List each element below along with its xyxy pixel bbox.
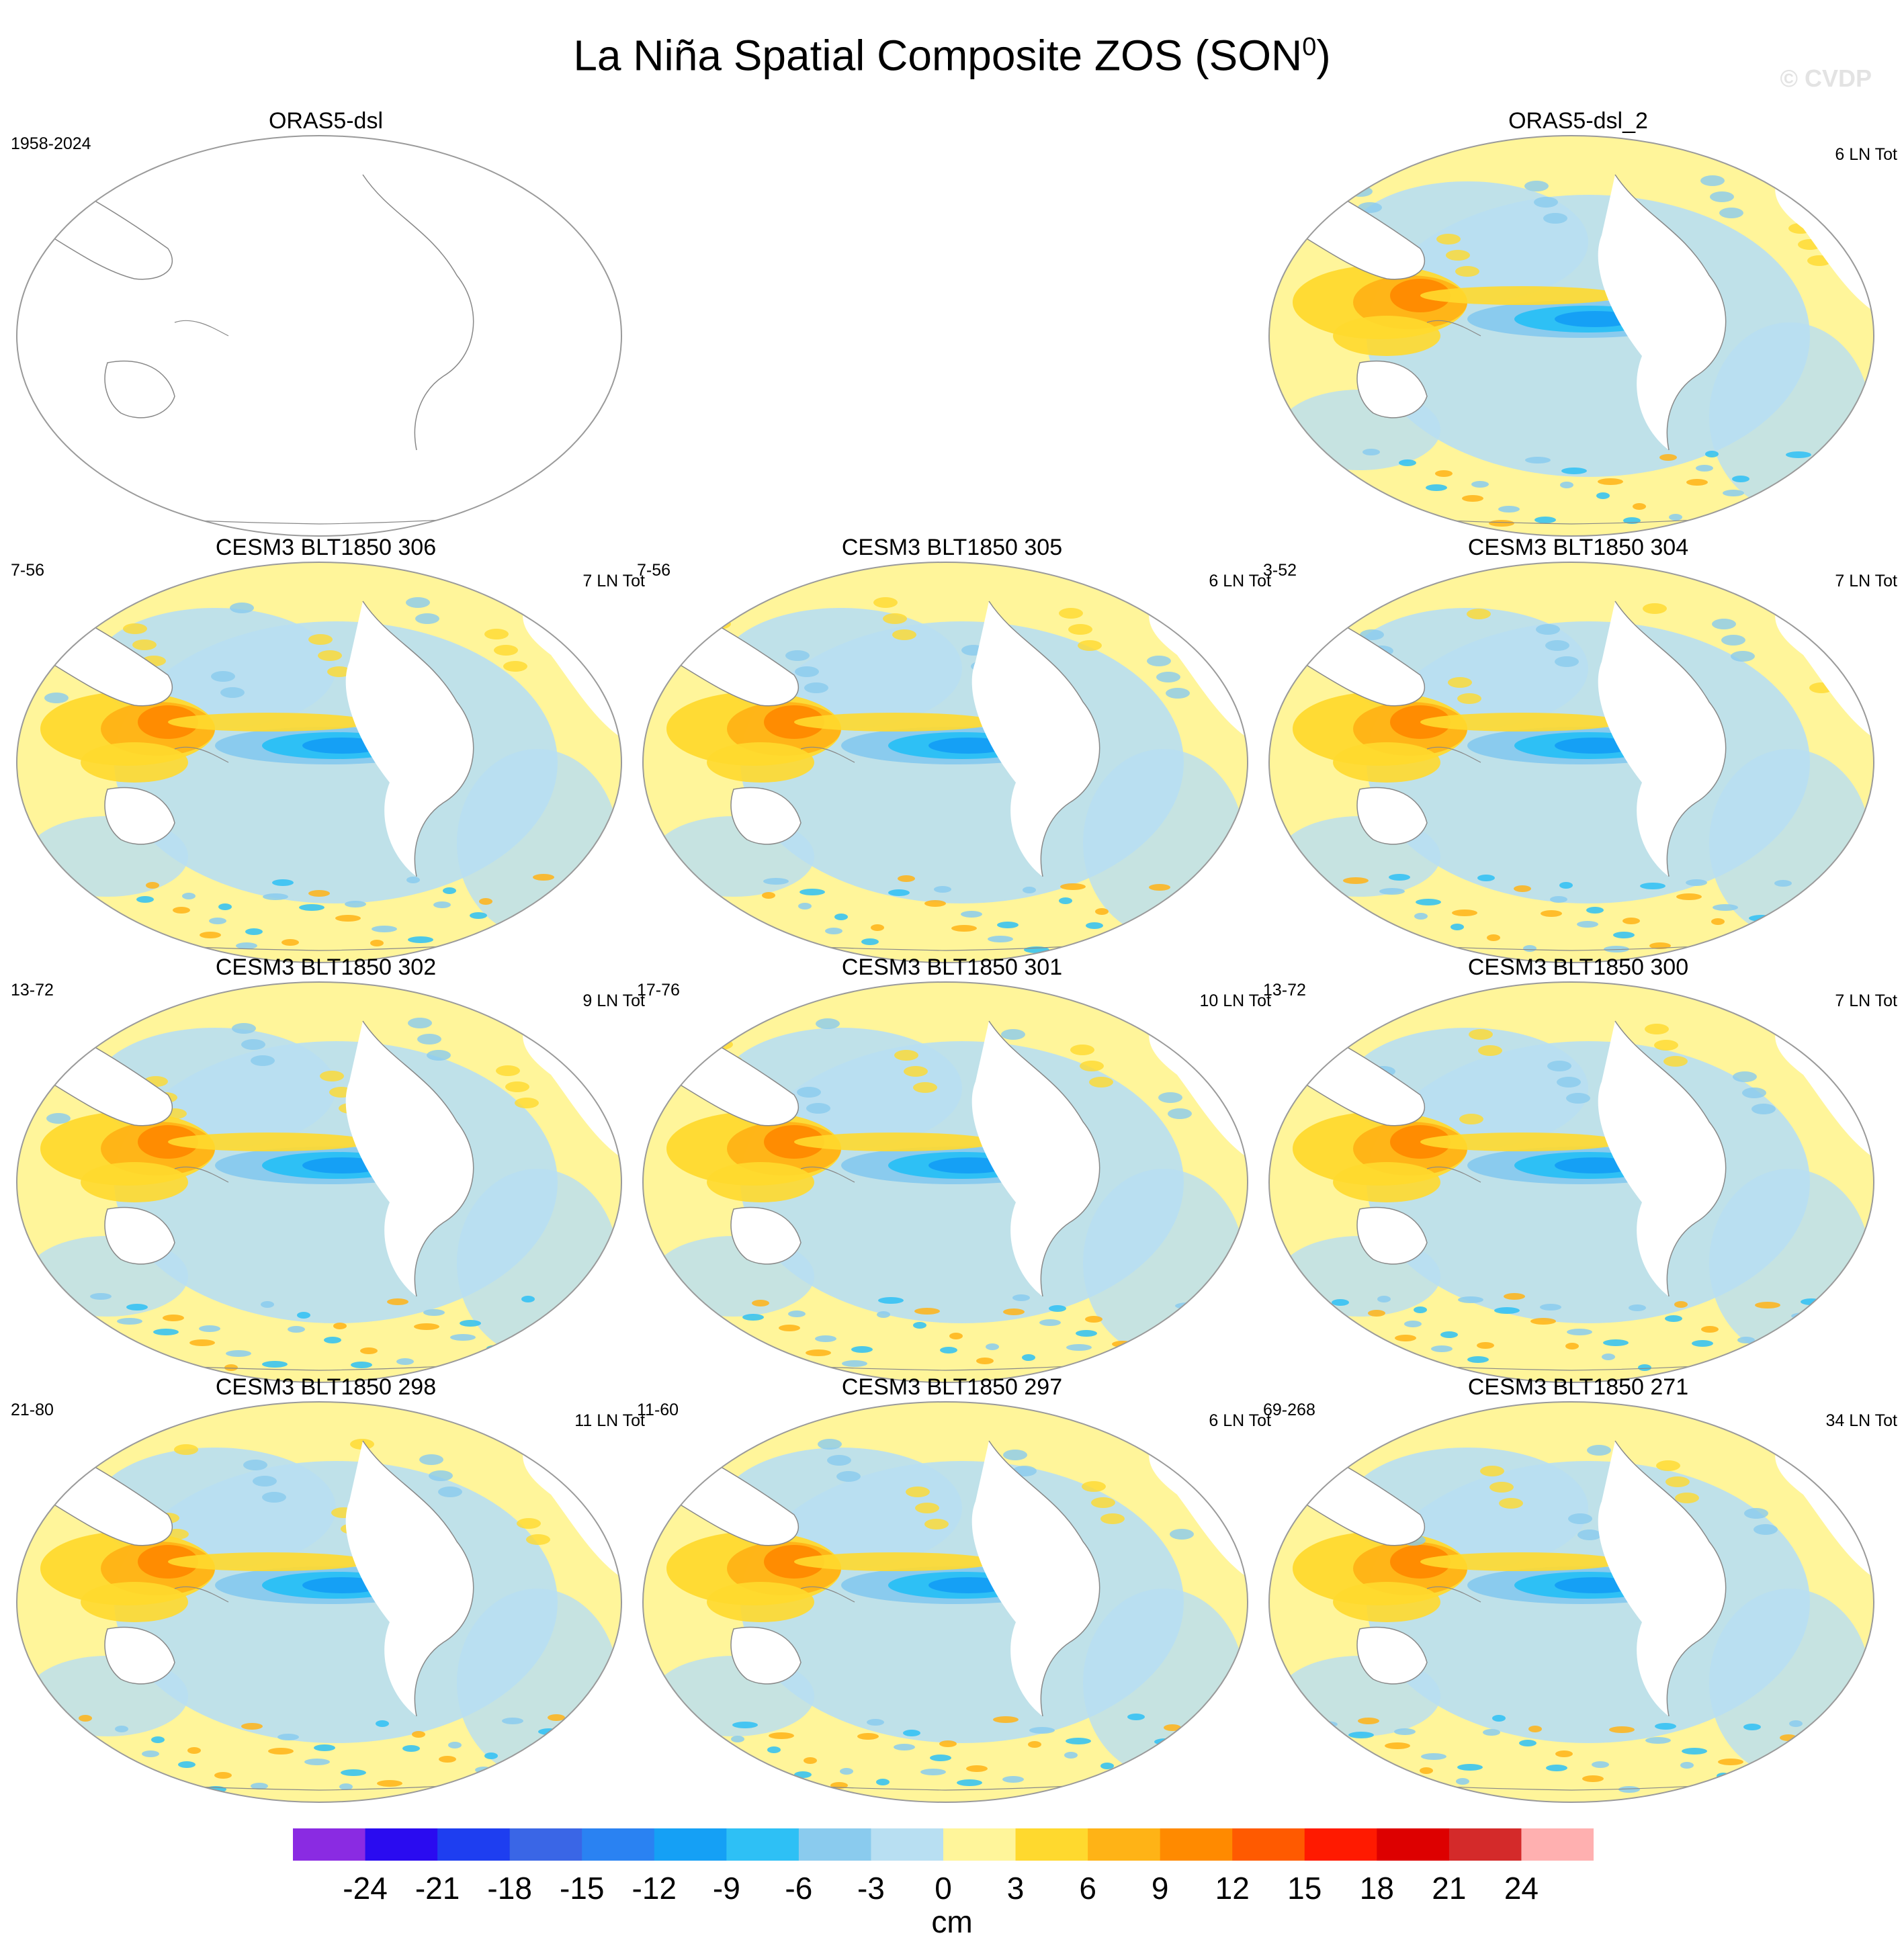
colorbar-tick-label: -18 [487, 1871, 532, 1906]
colorbar-tick-labels: -24 -21 -18 -15 -12 -9 -6 -3 0 3 6 9 12 15 18 21 24 [293, 1870, 1594, 1910]
panel-title: CESM3 BLT1850 300 [1467, 955, 1689, 980]
panel-year-range: 13-72 [11, 981, 54, 1000]
colorbar-swatches [293, 1828, 1594, 1861]
colorbar-swatch [1521, 1828, 1594, 1861]
panel-title: CESM3 BLT1850 306 [215, 535, 437, 560]
panel-year-range: 69-268 [1263, 1401, 1315, 1419]
panel-title: ORAS5-dsl_2 [1508, 108, 1648, 134]
colorbar-unit: cm [931, 1904, 973, 1939]
panel-event-count: 9 LN Tot [582, 991, 645, 1010]
panel-year-range: 13-72 [1263, 981, 1306, 1000]
world-map [16, 135, 622, 537]
colorbar-tick-label: 9 [1151, 1871, 1169, 1906]
colorbar-swatch [1232, 1828, 1305, 1861]
world-map [1268, 1401, 1874, 1803]
world-map [642, 1401, 1248, 1803]
panel-year-range: 11-60 [637, 1401, 679, 1419]
colorbar-tick-label: -24 [343, 1871, 388, 1906]
colorbar-tick-label: -3 [857, 1871, 885, 1906]
colorbar-swatch [437, 1828, 511, 1861]
colorbar-tick-label: 12 [1215, 1871, 1250, 1906]
world-map [642, 981, 1248, 1383]
panel-title: ORAS5-dsl [268, 108, 384, 134]
panel-year-range: 21-80 [11, 1401, 54, 1419]
panel-event-count: 10 LN Tot [1199, 991, 1271, 1010]
panel-title: CESM3 BLT1850 302 [215, 955, 437, 980]
colorbar-tick-label: 24 [1504, 1871, 1539, 1906]
main-title: La Niña Spatial Composite ZOS (SON0) [573, 31, 1331, 80]
colorbar-swatch [871, 1828, 944, 1861]
map-panel: CESM3 BLT1850 302 13-72 9 LN Tot [11, 954, 645, 1397]
map-panel: CESM3 BLT1850 300 13-72 7 LN Tot [1263, 954, 1897, 1397]
colorbar-tick-label: -15 [559, 1871, 605, 1906]
colorbar-tick-label: 21 [1432, 1871, 1467, 1906]
colorbar-swatch [1160, 1828, 1233, 1861]
colorbar-swatch [365, 1828, 438, 1861]
colorbar-tick-label: 6 [1079, 1871, 1096, 1906]
colorbar-swatch [798, 1828, 871, 1861]
colorbar-swatch [654, 1828, 727, 1861]
panel-event-count: 34 LN Tot [1825, 1411, 1897, 1430]
colorbar-tick-label: 0 [935, 1871, 952, 1906]
map-panel: CESM3 BLT1850 271 69-268 34 LN Tot [1263, 1374, 1897, 1817]
map-panel: CESM3 BLT1850 305 7-56 6 LN Tot [637, 534, 1271, 977]
panel-event-count: 6 LN Tot [1835, 145, 1897, 164]
panel-title: CESM3 BLT1850 271 [1467, 1374, 1689, 1400]
world-map [16, 562, 622, 963]
colorbar-tick-label: -12 [632, 1871, 677, 1906]
world-map [642, 562, 1248, 963]
colorbar-tick-label: 18 [1359, 1871, 1394, 1906]
colorbar-swatch [1304, 1828, 1377, 1861]
panel-event-count: 6 LN Tot [1209, 1411, 1271, 1430]
map-panel: CESM3 BLT1850 297 11-60 6 LN Tot [637, 1374, 1271, 1817]
colorbar-swatch [1088, 1828, 1161, 1861]
world-map [1268, 981, 1874, 1383]
map-panel: CESM3 BLT1850 304 3-52 7 LN Tot [1263, 534, 1897, 977]
map-panel: CESM3 BLT1850 301 17-76 10 LN Tot [637, 954, 1271, 1397]
panel-event-count: 11 LN Tot [574, 1411, 645, 1430]
panel-year-range: 7-56 [11, 561, 45, 580]
colorbar-swatch [509, 1828, 582, 1861]
panel-year-range: 3-52 [1263, 561, 1297, 580]
panel-event-count: 7 LN Tot [582, 572, 645, 590]
panel-year-range: 17-76 [637, 981, 680, 1000]
panel-title: CESM3 BLT1850 305 [841, 535, 1063, 560]
colorbar-swatch [1448, 1828, 1522, 1861]
panel-title: CESM3 BLT1850 301 [841, 955, 1063, 980]
panel-event-count: 7 LN Tot [1835, 572, 1897, 590]
colorbar-swatch [1015, 1828, 1088, 1861]
panel-year-range: 1958-2024 [11, 134, 91, 153]
colorbar [293, 1828, 1594, 1861]
map-panel: ORAS5-dsl_2 6 LN Tot [1266, 107, 1897, 551]
world-map [1268, 562, 1874, 963]
colorbar-swatch [1377, 1828, 1450, 1861]
colorbar-swatch [582, 1828, 655, 1861]
cvdp-watermark: © CVDP [1780, 64, 1872, 92]
panel-year-range: 7-56 [637, 561, 671, 580]
map-panel: ORAS5-dsl 1958-2024 [11, 107, 638, 551]
world-map [16, 981, 622, 1383]
colorbar-tick-label: -6 [785, 1871, 813, 1906]
map-panel: CESM3 BLT1850 298 21-80 11 LN Tot [11, 1374, 645, 1817]
panel-event-count: 6 LN Tot [1209, 572, 1271, 590]
colorbar-swatch [293, 1828, 366, 1861]
world-map [16, 1401, 622, 1803]
colorbar-swatch [943, 1828, 1016, 1861]
world-map [1268, 135, 1874, 537]
map-panel: CESM3 BLT1850 306 7-56 7 LN Tot [11, 534, 645, 977]
colorbar-tick-label: -21 [415, 1871, 460, 1906]
colorbar-tick-label: 3 [1006, 1871, 1025, 1906]
colorbar-tick-label: -9 [712, 1871, 740, 1906]
panel-title: CESM3 BLT1850 298 [215, 1374, 437, 1400]
colorbar-swatch [726, 1828, 799, 1861]
panel-title: CESM3 BLT1850 304 [1467, 535, 1689, 560]
panel-event-count: 7 LN Tot [1835, 991, 1897, 1010]
panel-title: CESM3 BLT1850 297 [841, 1374, 1063, 1400]
colorbar-tick-label: 15 [1287, 1871, 1322, 1906]
